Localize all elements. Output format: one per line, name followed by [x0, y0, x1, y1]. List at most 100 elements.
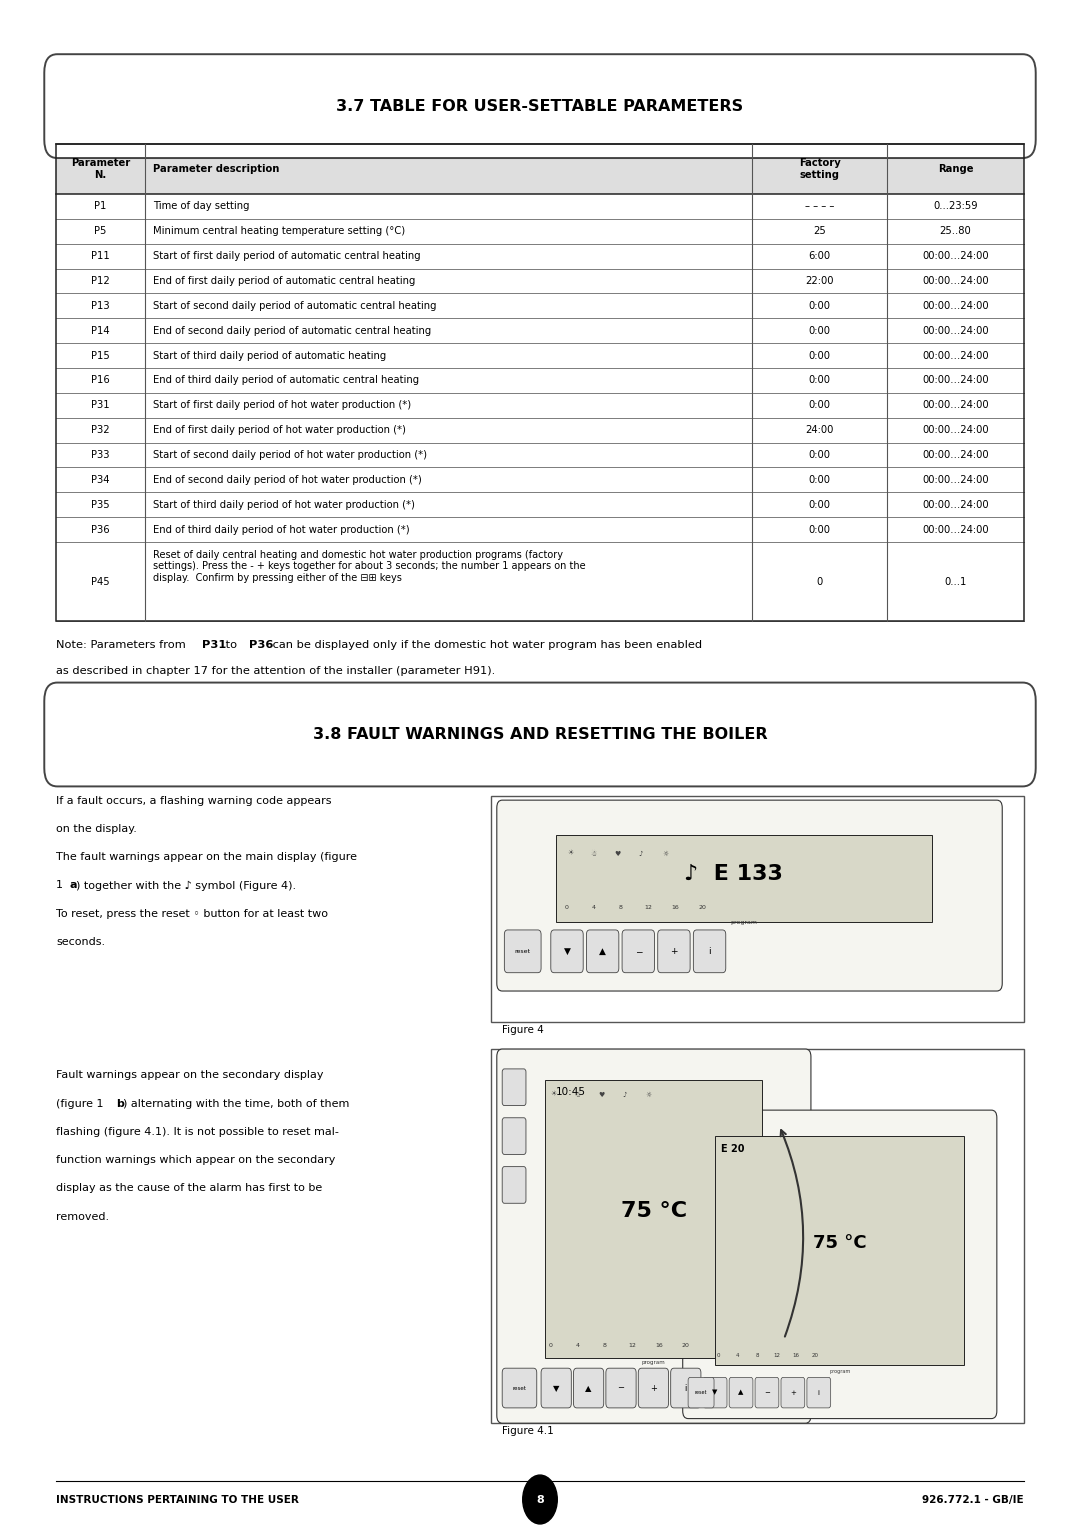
Text: Start of third daily period of automatic heating: Start of third daily period of automatic…	[152, 351, 386, 360]
Text: 00:00…24:00: 00:00…24:00	[922, 475, 989, 484]
Text: i: i	[708, 947, 711, 956]
Text: 4: 4	[576, 1344, 580, 1348]
Text: 0:00: 0:00	[809, 400, 831, 411]
Text: 25..80: 25..80	[940, 226, 972, 237]
Text: 00:00…24:00: 00:00…24:00	[922, 400, 989, 411]
FancyArrowPatch shape	[781, 1130, 804, 1336]
Text: seconds.: seconds.	[56, 938, 105, 947]
Bar	[545, 1080, 762, 1358]
FancyBboxPatch shape	[44, 683, 1036, 786]
FancyBboxPatch shape	[502, 1118, 526, 1154]
Text: E 20: E 20	[720, 1144, 744, 1154]
Text: ▼: ▼	[553, 1383, 559, 1393]
Text: 0:00: 0:00	[809, 524, 831, 534]
Text: End of third daily period of hot water production (*): End of third daily period of hot water p…	[152, 524, 409, 534]
Text: 4: 4	[592, 906, 596, 910]
Text: ☀: ☀	[551, 1092, 557, 1098]
Text: display as the cause of the alarm has first to be: display as the cause of the alarm has fi…	[56, 1183, 323, 1194]
Text: ♥: ♥	[598, 1092, 605, 1098]
Text: P12: P12	[92, 276, 110, 286]
Text: P33: P33	[92, 450, 110, 460]
Text: P32: P32	[92, 425, 110, 435]
Text: on the display.: on the display.	[56, 825, 137, 834]
Text: Start of first daily period of hot water production (*): Start of first daily period of hot water…	[152, 400, 410, 411]
Text: −: −	[764, 1390, 770, 1396]
Text: +: +	[671, 947, 677, 956]
Text: ☀: ☀	[567, 851, 573, 857]
Text: removed.: removed.	[56, 1212, 109, 1222]
Bar	[715, 1136, 964, 1365]
Text: Start of second daily period of automatic central heating: Start of second daily period of automati…	[152, 301, 436, 312]
Text: 24:00: 24:00	[806, 425, 834, 435]
FancyBboxPatch shape	[658, 930, 690, 973]
FancyBboxPatch shape	[502, 1069, 526, 1106]
Text: 00:00…24:00: 00:00…24:00	[922, 425, 989, 435]
FancyBboxPatch shape	[807, 1377, 831, 1408]
FancyBboxPatch shape	[703, 1377, 727, 1408]
Text: End of first daily period of hot water production (*): End of first daily period of hot water p…	[152, 425, 406, 435]
Text: 12: 12	[644, 906, 652, 910]
FancyBboxPatch shape	[573, 1368, 604, 1408]
Text: ) alternating with the time, both of them: ) alternating with the time, both of the…	[122, 1099, 349, 1109]
Text: 16: 16	[671, 906, 679, 910]
Text: 00:00…24:00: 00:00…24:00	[922, 351, 989, 360]
Text: P45: P45	[92, 577, 110, 586]
Text: +: +	[789, 1390, 796, 1396]
Circle shape	[523, 1475, 557, 1524]
FancyBboxPatch shape	[755, 1377, 779, 1408]
Text: Range: Range	[937, 163, 973, 174]
Text: 0: 0	[565, 906, 569, 910]
Text: Parameter
N.: Parameter N.	[71, 157, 131, 180]
Text: 75 °C: 75 °C	[621, 1200, 687, 1222]
Text: i: i	[685, 1383, 687, 1393]
FancyBboxPatch shape	[688, 1377, 714, 1408]
Text: Figure 4.1: Figure 4.1	[502, 1426, 554, 1437]
FancyBboxPatch shape	[638, 1368, 669, 1408]
Text: 16: 16	[654, 1344, 663, 1348]
Text: 10:45: 10:45	[556, 1087, 586, 1098]
Text: ♥: ♥	[615, 851, 621, 857]
Text: Minimum central heating temperature setting (°C): Minimum central heating temperature sett…	[152, 226, 405, 237]
Text: 3.7 TABLE FOR USER-SETTABLE PARAMETERS: 3.7 TABLE FOR USER-SETTABLE PARAMETERS	[337, 99, 743, 113]
FancyBboxPatch shape	[606, 1368, 636, 1408]
FancyBboxPatch shape	[586, 930, 619, 973]
FancyBboxPatch shape	[541, 1368, 571, 1408]
Text: Time of day setting: Time of day setting	[152, 202, 249, 211]
Text: 20: 20	[812, 1353, 819, 1358]
Text: P11: P11	[92, 250, 110, 261]
FancyBboxPatch shape	[729, 1377, 753, 1408]
Bar	[56, 144, 1024, 194]
Text: 20: 20	[698, 906, 706, 910]
Text: ▲: ▲	[599, 947, 606, 956]
Text: ♪: ♪	[622, 1092, 626, 1098]
Text: P36: P36	[248, 640, 273, 651]
Text: 0...1: 0...1	[944, 577, 967, 586]
Text: ▲: ▲	[739, 1390, 744, 1396]
Text: P35: P35	[92, 499, 110, 510]
Text: Figure 4: Figure 4	[502, 1025, 544, 1035]
Text: P31: P31	[92, 400, 110, 411]
Text: 1: 1	[56, 880, 67, 890]
Text: P34: P34	[92, 475, 110, 484]
FancyBboxPatch shape	[497, 1049, 811, 1423]
Text: as described in chapter 17 for the attention of the installer (parameter H91).: as described in chapter 17 for the atten…	[56, 666, 496, 676]
Text: Fault warnings appear on the secondary display: Fault warnings appear on the secondary d…	[56, 1070, 324, 1081]
Text: ) together with the ♪ symbol (Figure 4).: ) together with the ♪ symbol (Figure 4).	[76, 880, 296, 890]
Text: To reset, press the reset ◦ button for at least two: To reset, press the reset ◦ button for a…	[56, 909, 328, 919]
Text: 22:00: 22:00	[806, 276, 834, 286]
Text: End of second daily period of hot water production (*): End of second daily period of hot water …	[152, 475, 421, 484]
Text: 8: 8	[536, 1495, 544, 1504]
Text: −: −	[618, 1383, 624, 1393]
FancyBboxPatch shape	[671, 1368, 701, 1408]
Text: 0:00: 0:00	[809, 376, 831, 385]
Text: ▼: ▼	[713, 1390, 718, 1396]
Text: End of third daily period of automatic central heating: End of third daily period of automatic c…	[152, 376, 419, 385]
Text: 0: 0	[549, 1344, 553, 1348]
FancyBboxPatch shape	[497, 800, 1002, 991]
Text: 0...23:59: 0...23:59	[933, 202, 977, 211]
Text: +: +	[650, 1383, 657, 1393]
Text: 0:00: 0:00	[809, 325, 831, 336]
Text: 0:00: 0:00	[809, 475, 831, 484]
Text: 00:00…24:00: 00:00…24:00	[922, 524, 989, 534]
Text: ☼: ☼	[662, 851, 669, 857]
